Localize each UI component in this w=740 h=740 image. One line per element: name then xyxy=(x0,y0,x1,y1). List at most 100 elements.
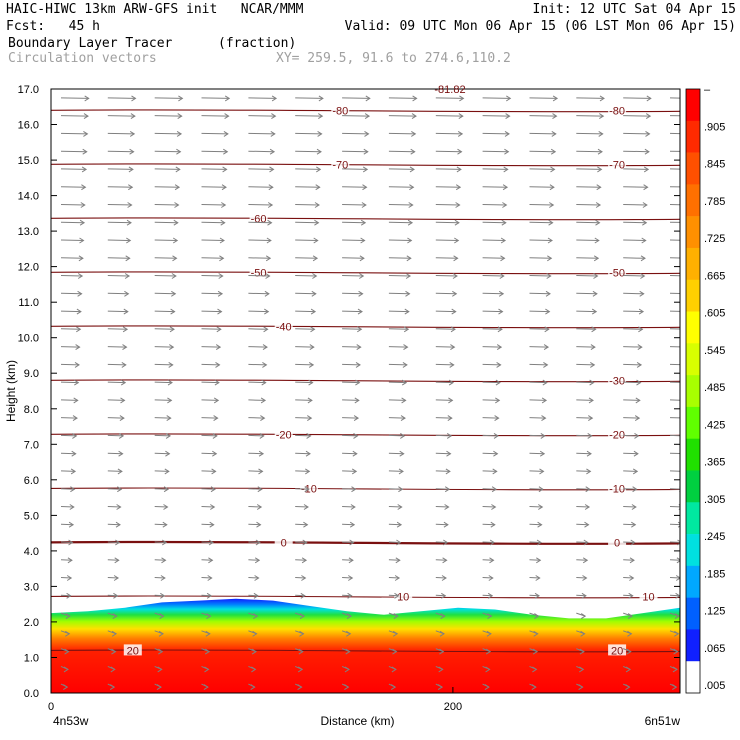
circulation-vector xyxy=(295,486,310,493)
contour-line xyxy=(51,379,680,383)
circulation-vector xyxy=(669,399,680,401)
circulation-vector xyxy=(154,539,168,546)
circulation-vector xyxy=(576,486,591,493)
circulation-vector xyxy=(388,113,417,120)
circulation-vector xyxy=(248,665,257,673)
circulation-vector xyxy=(482,468,498,475)
circulation-vector xyxy=(201,95,231,102)
circulation-vector xyxy=(201,219,226,226)
circulation-vector xyxy=(623,237,647,244)
circulation-vector xyxy=(388,450,405,457)
circulation-vector xyxy=(388,468,404,475)
circulation-vector xyxy=(388,557,401,564)
contour-label: -20 xyxy=(609,429,625,441)
contour-label-bg xyxy=(608,536,627,548)
circulation-vector xyxy=(435,575,447,581)
contour-line xyxy=(51,109,680,113)
circulation-vector xyxy=(482,415,500,422)
circulation-vector xyxy=(576,219,601,226)
circulation-vector xyxy=(295,450,311,457)
circulation-vector xyxy=(107,113,136,120)
circulation-vector xyxy=(60,486,76,493)
circulation-vector xyxy=(248,326,269,333)
circulation-vector xyxy=(435,361,455,368)
y-tick-label: 17.0 xyxy=(18,84,39,96)
circulation-vector xyxy=(529,592,540,599)
circulation-vector xyxy=(248,415,266,422)
circulation-vector xyxy=(529,665,538,673)
colorbar-swatch xyxy=(686,629,700,662)
contour-label: -80 xyxy=(609,105,625,117)
header-valid: Valid: 09 UTC Mon 06 Apr 15 (06 LST Mon … xyxy=(344,19,736,34)
circulation-vector xyxy=(623,166,650,173)
circulation-vector xyxy=(482,326,503,333)
circulation-vector xyxy=(201,575,213,581)
circulation-vector xyxy=(435,397,454,404)
circulation-vector xyxy=(388,290,411,297)
colorbar-swatch xyxy=(686,661,700,694)
circulation-vector xyxy=(154,202,180,208)
circulation-vector xyxy=(435,557,448,564)
circulation-vector xyxy=(623,184,649,191)
circulation-vector xyxy=(482,612,493,620)
circulation-vector xyxy=(669,363,680,366)
circulation-vector xyxy=(623,432,640,439)
circulation-vector xyxy=(154,113,183,120)
plot-frame xyxy=(50,88,681,694)
contour-label: -70 xyxy=(332,159,348,171)
circulation-vector xyxy=(154,237,179,244)
contour-line xyxy=(51,487,680,491)
contour-label: -20 xyxy=(276,429,292,441)
circulation-vector xyxy=(482,592,494,599)
contour-line xyxy=(51,271,680,275)
circulation-vector xyxy=(107,202,133,208)
contour-label: 20 xyxy=(127,645,139,657)
circulation-vector xyxy=(201,148,229,155)
circulation-vector xyxy=(623,450,639,457)
circulation-vector xyxy=(201,130,229,137)
circulation-vector xyxy=(107,361,127,368)
circulation-vector xyxy=(576,575,588,581)
colorbar-label: .125 xyxy=(704,606,725,618)
circulation-vector xyxy=(60,379,80,386)
circulation-vector xyxy=(341,630,352,637)
circulation-vector xyxy=(248,630,258,637)
circulation-vector xyxy=(342,432,359,439)
circulation-vector xyxy=(482,255,506,262)
circulation-vector xyxy=(669,275,680,277)
contour-label-bg xyxy=(123,644,142,656)
colorbar-label: .725 xyxy=(704,233,725,245)
colorbar-swatch xyxy=(686,565,700,598)
y-tick-label: 14.0 xyxy=(18,191,39,203)
circulation-vector xyxy=(669,434,680,437)
circulation-vector xyxy=(435,308,457,315)
circulation-vector xyxy=(248,379,267,386)
circulation-vector xyxy=(576,361,596,368)
circulation-vector xyxy=(107,630,118,637)
circulation-vector xyxy=(295,592,306,599)
contour-line xyxy=(51,595,680,599)
circulation-vector xyxy=(529,290,551,297)
circulation-vector xyxy=(482,237,507,244)
circulation-vector xyxy=(60,344,81,351)
x-tick-label: 0 xyxy=(48,701,54,713)
circulation-vector xyxy=(154,612,165,620)
circulation-vector xyxy=(529,415,547,422)
circulation-vector xyxy=(342,575,354,581)
circulation-vector xyxy=(342,113,371,120)
circulation-vector xyxy=(576,148,603,155)
circulation-vector xyxy=(529,166,556,173)
circulation-vector xyxy=(342,521,356,528)
circulation-vector xyxy=(482,450,499,457)
circulation-vector xyxy=(529,575,541,581)
circulation-vector xyxy=(669,630,680,637)
circulation-vector xyxy=(435,539,449,546)
circulation-vector xyxy=(623,344,643,351)
circulation-vector xyxy=(248,113,277,120)
contour-line xyxy=(51,217,680,221)
circulation-vector xyxy=(576,612,587,620)
x-tick-label: 200 xyxy=(444,701,462,713)
circulation-vector xyxy=(60,166,88,173)
contour-label: -80 xyxy=(332,105,348,117)
circulation-vector xyxy=(201,237,225,244)
